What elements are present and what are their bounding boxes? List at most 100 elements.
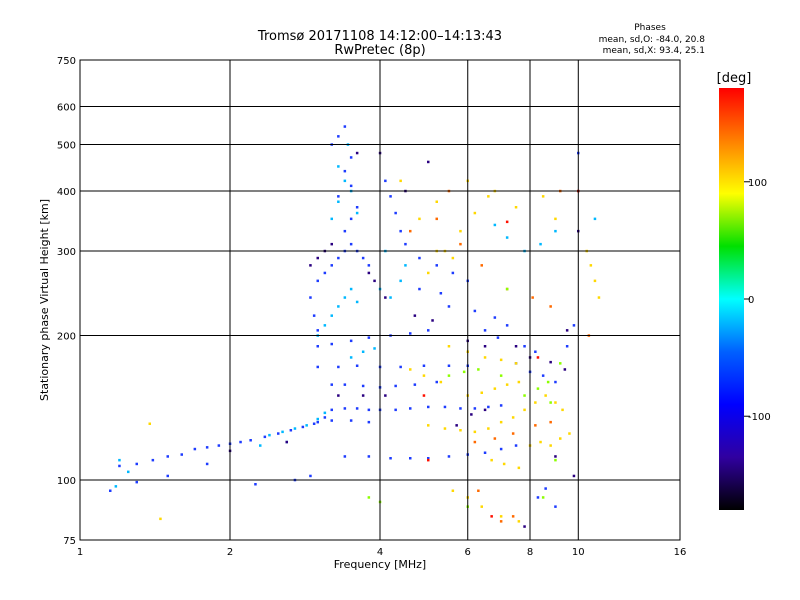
data-point (477, 368, 480, 371)
data-point (451, 489, 455, 492)
data-point (480, 505, 483, 508)
data-point (541, 374, 545, 377)
data-point (394, 211, 397, 215)
data-point (399, 279, 402, 283)
data-point (511, 515, 515, 518)
data-point (505, 287, 509, 291)
data-point (114, 485, 118, 488)
data-point (323, 271, 327, 275)
data-point (455, 424, 458, 427)
data-point (568, 432, 571, 435)
data-point (337, 394, 340, 397)
data-point (554, 455, 557, 458)
chart-title: Tromsø 20171108 14:12:00–14:13:43 (257, 29, 502, 44)
data-point (593, 279, 597, 283)
data-point (554, 401, 557, 404)
data-point (330, 342, 333, 346)
data-point (514, 206, 518, 209)
x-tick-label: 4 (377, 547, 383, 558)
data-point (459, 242, 462, 246)
data-point (487, 405, 490, 409)
chart-title-block: Tromsø 20171108 14:12:00–14:13:43 RwPret… (257, 29, 502, 58)
y-tick-label: 400 (57, 187, 76, 198)
y-tick-label: 300 (57, 247, 76, 258)
phase-info: Phases mean, sd,O: -84.0, 20.8 mean, sd,… (599, 23, 706, 56)
data-point (447, 374, 451, 377)
data-point (384, 394, 387, 397)
x-axis-label: Frequency [MHz] (334, 558, 426, 571)
x-tick-label: 6 (465, 547, 471, 558)
data-point (289, 429, 293, 432)
data-point (418, 256, 421, 260)
data-point (249, 439, 252, 442)
data-point (118, 458, 121, 462)
data-point (285, 440, 288, 444)
data-point (409, 332, 412, 335)
data-point (499, 358, 503, 362)
data-point (355, 206, 359, 209)
data-point (541, 496, 545, 499)
data-point (361, 256, 365, 260)
data-point (480, 264, 483, 267)
data-point (514, 444, 518, 447)
data-point (427, 329, 430, 332)
data-point (493, 223, 497, 227)
x-tick-label: 8 (527, 547, 533, 558)
data-point (337, 135, 340, 138)
data-point (159, 517, 162, 521)
data-point (373, 347, 376, 350)
data-point (523, 408, 526, 412)
data-point (493, 437, 497, 440)
data-point (549, 305, 552, 308)
colorbar-ticks: 100 0 -100 (744, 178, 771, 423)
data-point (394, 384, 397, 388)
data-point (349, 217, 353, 221)
data-point (483, 345, 487, 348)
data-point (389, 195, 392, 198)
data-point (330, 408, 333, 412)
data-point (193, 447, 197, 451)
data-point (505, 383, 509, 386)
data-point (413, 314, 417, 317)
data-point (597, 296, 601, 299)
data-point (447, 455, 451, 458)
data-point (316, 417, 319, 421)
data-point (473, 430, 477, 434)
data-point (373, 279, 376, 283)
data-point (502, 462, 506, 466)
data-points (109, 125, 601, 528)
data-point (361, 384, 365, 388)
data-point (205, 446, 209, 449)
data-point (330, 217, 333, 221)
data-point (447, 305, 451, 308)
data-point (309, 296, 312, 299)
data-point (443, 405, 447, 409)
plot-frame (79, 59, 681, 541)
data-point (483, 329, 487, 332)
data-point (367, 271, 371, 275)
y-axis-label: Stationary phase Virtual Height [km] (38, 199, 51, 401)
data-point (399, 179, 402, 183)
data-point (239, 440, 242, 444)
data-point (499, 404, 503, 407)
data-point (409, 407, 412, 410)
data-point (263, 435, 267, 439)
data-point (268, 433, 271, 437)
data-point (549, 444, 552, 447)
data-point (399, 229, 402, 233)
x-tick-label: 2 (227, 547, 233, 558)
data-point (490, 515, 493, 518)
data-point (349, 184, 353, 188)
data-point (517, 520, 521, 523)
data-point (409, 229, 412, 233)
data-point (301, 425, 305, 429)
chart-subtitle: RwPretec (8p) (334, 43, 425, 58)
data-point (427, 405, 430, 409)
data-point (544, 487, 547, 490)
data-point (355, 300, 359, 304)
data-point (309, 264, 312, 267)
x-tick-label: 10 (572, 547, 585, 558)
data-point (589, 264, 593, 267)
data-point (511, 416, 515, 419)
data-point (343, 455, 347, 458)
